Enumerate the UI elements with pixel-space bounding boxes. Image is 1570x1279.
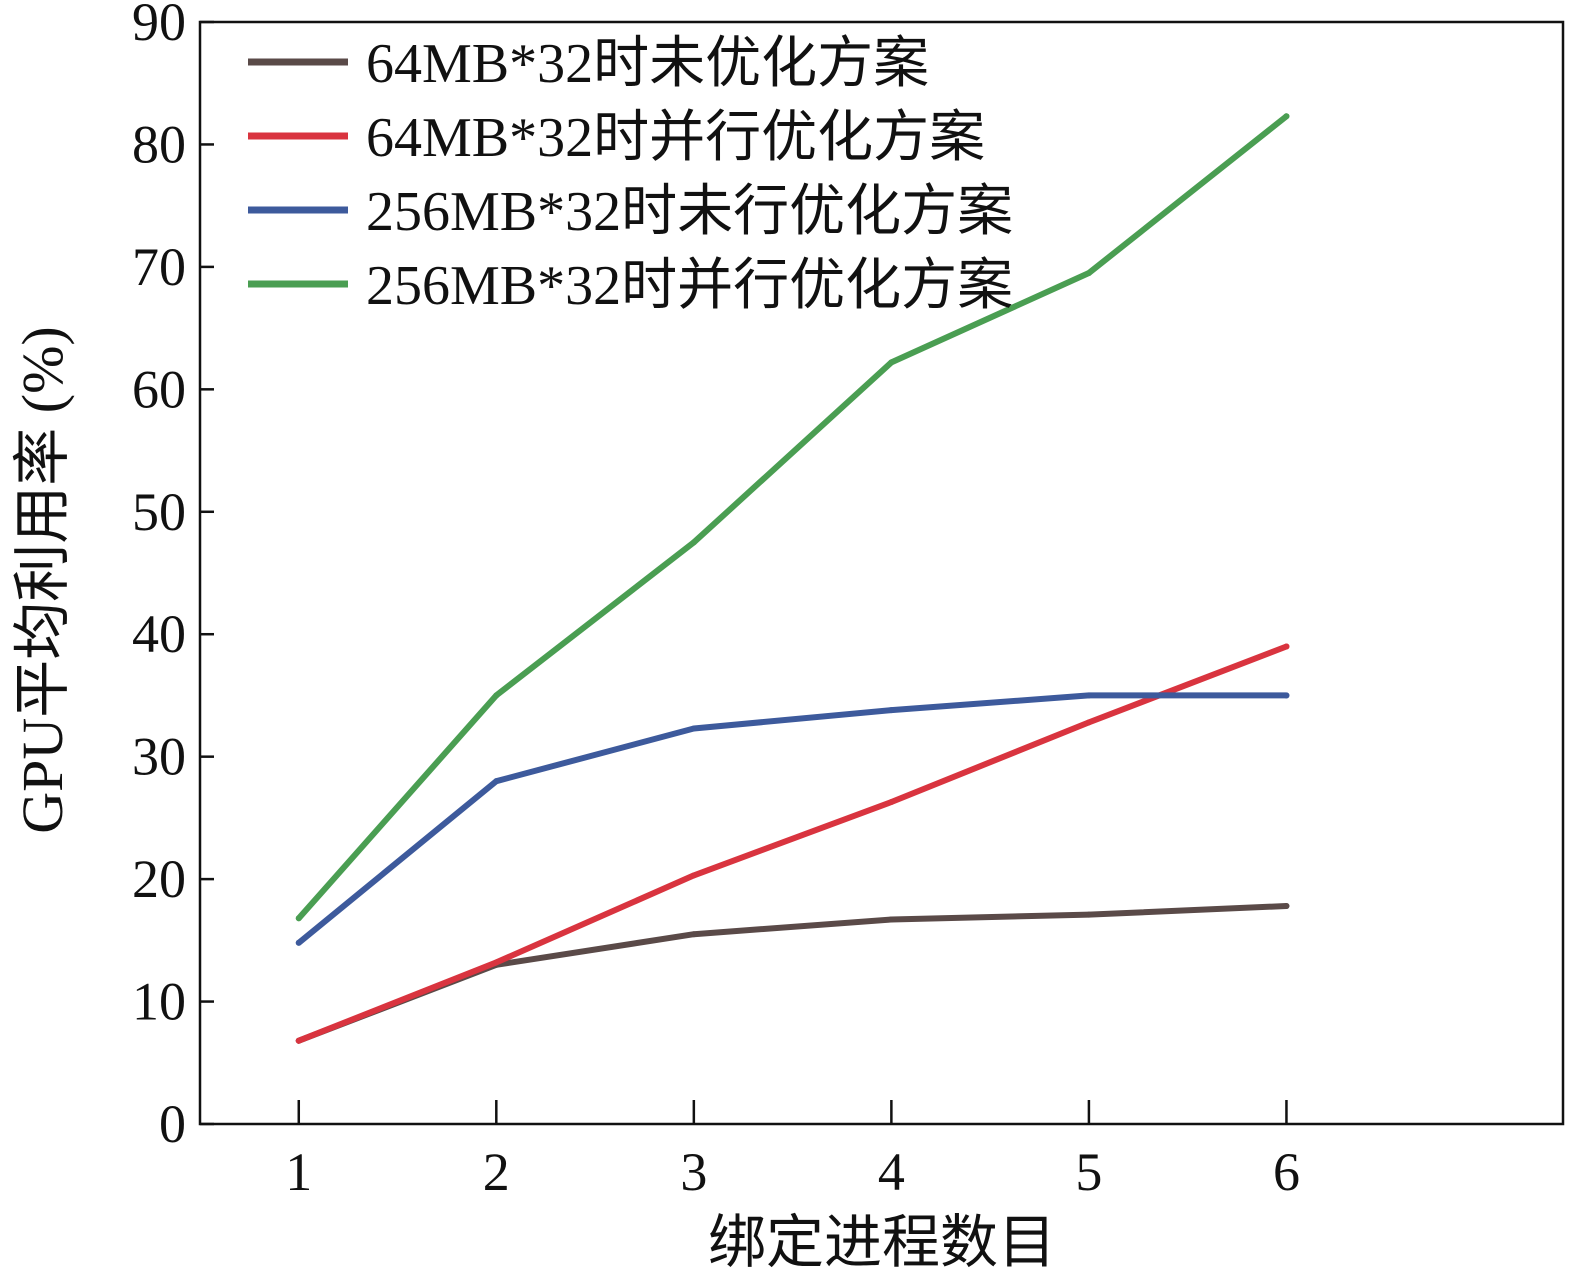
y-tick-label: 0 [159, 1094, 186, 1154]
x-axis-title: 绑定进程数目 [708, 1210, 1056, 1275]
data-point [690, 725, 697, 732]
data-point [1085, 719, 1092, 726]
y-tick-label: 50 [132, 482, 186, 542]
x-tick-label: 4 [878, 1142, 905, 1202]
series-line-2 [295, 643, 1290, 1044]
data-point [295, 939, 302, 946]
legend-label: 64MB*32时未优化方案 [366, 33, 929, 95]
data-point [690, 872, 697, 879]
legend: 64MB*32时未优化方案 64MB*32时并行优化方案 256MB*32时未行优化… [248, 33, 1013, 317]
series-line-1 [295, 903, 1290, 1044]
y-tick-label: 60 [132, 359, 186, 419]
data-point [690, 931, 697, 938]
data-point [888, 707, 895, 714]
data-point [493, 959, 500, 966]
data-point [493, 692, 500, 699]
data-point [1283, 692, 1290, 699]
y-tick-label: 10 [132, 972, 186, 1032]
data-point [1085, 270, 1092, 277]
x-tick-label: 3 [680, 1142, 707, 1202]
data-point [493, 778, 500, 785]
data-point [295, 915, 302, 922]
legend-label: 256MB*32时未行优化方案 [366, 181, 1013, 243]
x-axis-ticks: 1 2 3 4 5 6 [285, 1100, 1300, 1202]
y-tick-label: 70 [132, 237, 186, 297]
data-point [1085, 692, 1092, 699]
data-point [1283, 643, 1290, 650]
y-tick-label: 40 [132, 604, 186, 664]
y-tick-label: 20 [132, 849, 186, 909]
data-point [888, 916, 895, 923]
y-tick-label: 90 [132, 0, 186, 52]
x-tick-label: 5 [1075, 1142, 1102, 1202]
plot-frame [198, 20, 1565, 1126]
y-axis-title: GPU平均利用率 (%) [10, 326, 75, 833]
x-tick-label: 2 [483, 1142, 510, 1202]
legend-label: 64MB*32时并行优化方案 [366, 107, 985, 169]
y-tick-label: 80 [132, 114, 186, 174]
data-point [1283, 903, 1290, 910]
series-line-3 [295, 692, 1290, 946]
data-point [295, 1037, 302, 1044]
data-point [1283, 113, 1290, 120]
series-layer [295, 113, 1290, 1044]
legend-label: 256MB*32时并行优化方案 [366, 255, 1013, 317]
data-point [690, 539, 697, 546]
x-tick-label: 6 [1273, 1142, 1300, 1202]
y-axis-ticks: 0 10 20 30 40 50 60 70 80 90 [132, 0, 214, 1154]
data-point [1085, 911, 1092, 918]
data-point [888, 798, 895, 805]
series-line-4 [295, 113, 1290, 922]
y-tick-label: 30 [132, 727, 186, 787]
data-point [888, 359, 895, 366]
x-tick-label: 1 [285, 1142, 312, 1202]
